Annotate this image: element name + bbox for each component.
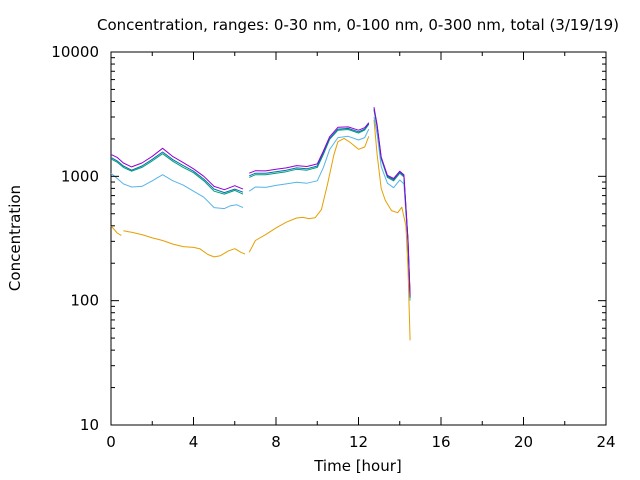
x-tick-label: 24 — [596, 433, 615, 451]
x-tick-label: 8 — [271, 433, 281, 451]
series-2-line-segment-1 — [110, 172, 244, 210]
tick-labels-layer: 0 4 8 12 16 20 24 10 100 1000 10000 — [51, 43, 615, 451]
series-1-line-segment-4 — [373, 119, 411, 341]
x-tick-label: 0 — [106, 433, 116, 451]
series-5-line-segment-2 — [249, 122, 370, 174]
series-3-line-segment-2 — [249, 124, 370, 178]
series-5-line-segment-1 — [110, 147, 244, 191]
plot-frame — [110, 51, 607, 426]
x-tick-label: 16 — [431, 433, 450, 451]
series-3-line-segment-1 — [110, 153, 244, 195]
series-4-line-segment-1 — [110, 151, 244, 194]
y-tick-label: 10 — [80, 416, 99, 434]
chart-title: Concentration, ranges: 0-30 nm, 0-100 nm… — [97, 16, 619, 34]
series-3-line-segment-3 — [373, 110, 411, 299]
series-1-line-segment-1 — [110, 225, 122, 236]
x-axis-label: Time [hour] — [313, 457, 402, 475]
series-1-line-segment-2 — [123, 230, 246, 258]
series-4-line-segment-2 — [249, 123, 370, 177]
x-tick-label: 4 — [189, 433, 199, 451]
y-tick-label: 100 — [70, 292, 99, 310]
y-tick-label: 1000 — [61, 167, 99, 185]
ticks-layer — [110, 51, 607, 426]
series-2-line-segment-2 — [248, 128, 370, 192]
series-1-line-segment-3 — [248, 136, 370, 253]
x-tick-label: 12 — [349, 433, 368, 451]
y-tick-label: 10000 — [51, 43, 99, 61]
y-axis-label: Concentration — [6, 185, 24, 291]
series-5-line-segment-3 — [373, 107, 411, 296]
x-tick-label: 20 — [514, 433, 533, 451]
series-layer — [110, 107, 411, 341]
